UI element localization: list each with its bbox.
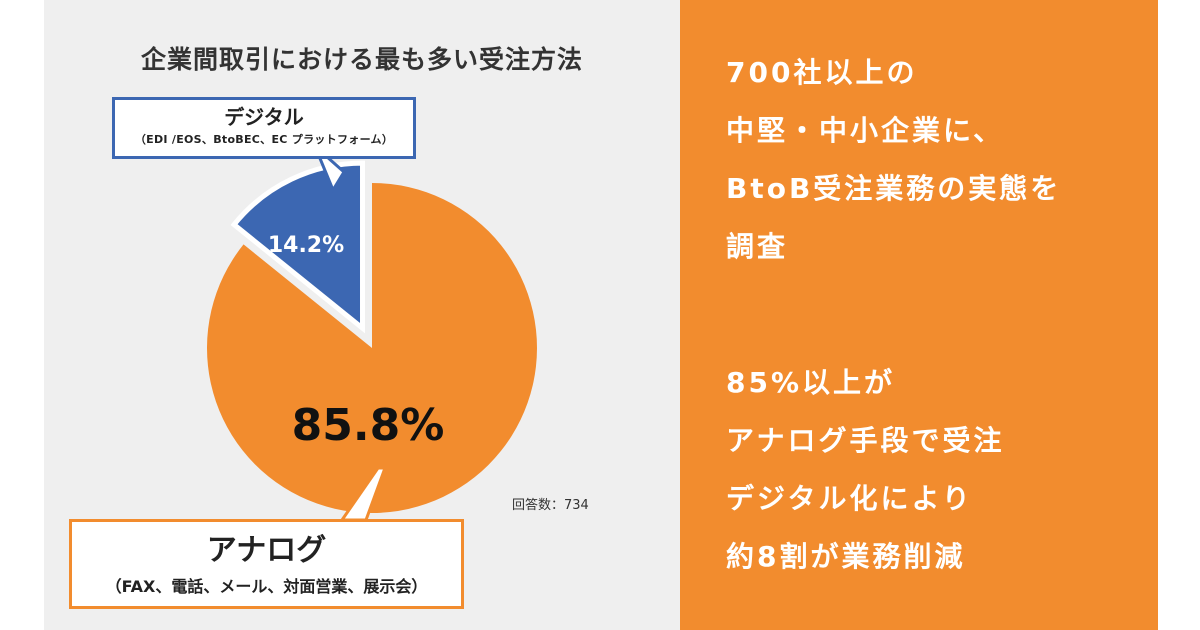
headline-line: 85%以上が [726, 366, 896, 399]
callout-digital-subtitle: （EDI /EOS、BtoBEC、EC プラットフォーム） [134, 133, 394, 146]
callout-analog: アナログ （FAX、電話、メール、対面営業、展示会） [69, 519, 464, 609]
pie-slice-digital [230, 160, 366, 334]
data-label-digital: 14.2% [268, 233, 344, 258]
headline-line: アナログ手段で受注 [726, 424, 1005, 457]
chart-panel: 企業間取引における最も多い受注方法 14.2% 85.8% デジタル （EDI … [44, 0, 680, 630]
pie-slice-analog [207, 183, 537, 513]
callout-analog-subtitle: （FAX、電話、メール、対面営業、展示会） [105, 577, 428, 596]
headline-line: 700社以上の [726, 56, 918, 89]
headline-block-survey: 700社以上の 中堅・中小企業に、 BtoB受注業務の実態を 調査 [726, 44, 1146, 276]
headline-line: 中堅・中小企業に、 [726, 114, 1005, 147]
headline-line: 約8割が業務削減 [726, 540, 966, 573]
pie-chart: 14.2% 85.8% [207, 154, 537, 522]
headline-block-findings: 85%以上が アナログ手段で受注 デジタル化により 約8割が業務削減 [726, 354, 1146, 586]
headline-line: 調査 [726, 230, 789, 263]
data-label-analog: 85.8% [292, 400, 445, 451]
headline-line: BtoB受注業務の実態を [726, 172, 1062, 205]
respondent-count: 回答数：734 [512, 498, 589, 513]
callout-digital-title: デジタル [224, 105, 304, 129]
chart-title: 企業間取引における最も多い受注方法 [140, 45, 583, 74]
headline-panel: 700社以上の 中堅・中小企業に、 BtoB受注業務の実態を 調査 85%以上が… [680, 0, 1158, 630]
callout-digital: デジタル （EDI /EOS、BtoBEC、EC プラットフォーム） [112, 97, 416, 159]
callout-analog-title: アナログ [206, 533, 327, 568]
headline-line: デジタル化により [726, 482, 973, 515]
